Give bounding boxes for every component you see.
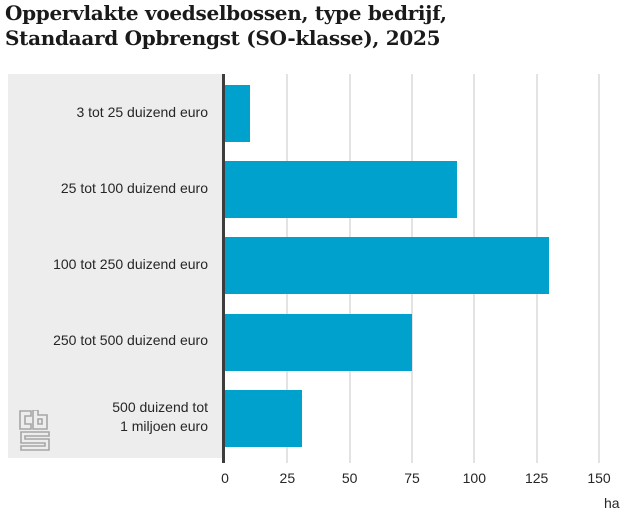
x-tick-label-150: 150 <box>587 470 611 486</box>
x-tick-label-75: 75 <box>404 470 420 486</box>
category-label-0: 3 tot 25 duizend euro <box>76 103 208 120</box>
category-label-3: 250 tot 500 duizend euro <box>53 332 208 349</box>
x-tick-label-100: 100 <box>462 470 487 486</box>
bar-2 <box>225 237 550 295</box>
y-axis-line <box>222 74 225 463</box>
x-tick-label-25: 25 <box>279 470 296 486</box>
category-label-1: 25 tot 100 duizend euro <box>60 179 208 196</box>
x-tick-label-50: 50 <box>341 470 358 486</box>
cbs-logo-icon <box>19 410 50 451</box>
category-label-4: 500 duizend tot 1 miljoen euro <box>112 398 208 434</box>
bar-4 <box>225 389 303 447</box>
x-tick-label-0: 0 <box>221 470 229 486</box>
bar-3 <box>225 313 412 371</box>
category-label-2: 100 tot 250 duizend euro <box>53 255 208 272</box>
bar-1 <box>225 161 457 219</box>
gridline-150 <box>598 74 600 463</box>
x-tick-label-125: 125 <box>524 470 549 486</box>
plot-area <box>225 74 620 463</box>
bar-0 <box>225 85 250 142</box>
x-axis-unit: ha <box>604 495 620 511</box>
chart-title: Oppervlakte voedselbossen, type bedrijf,… <box>5 1 447 50</box>
category-label-panel <box>8 74 225 458</box>
